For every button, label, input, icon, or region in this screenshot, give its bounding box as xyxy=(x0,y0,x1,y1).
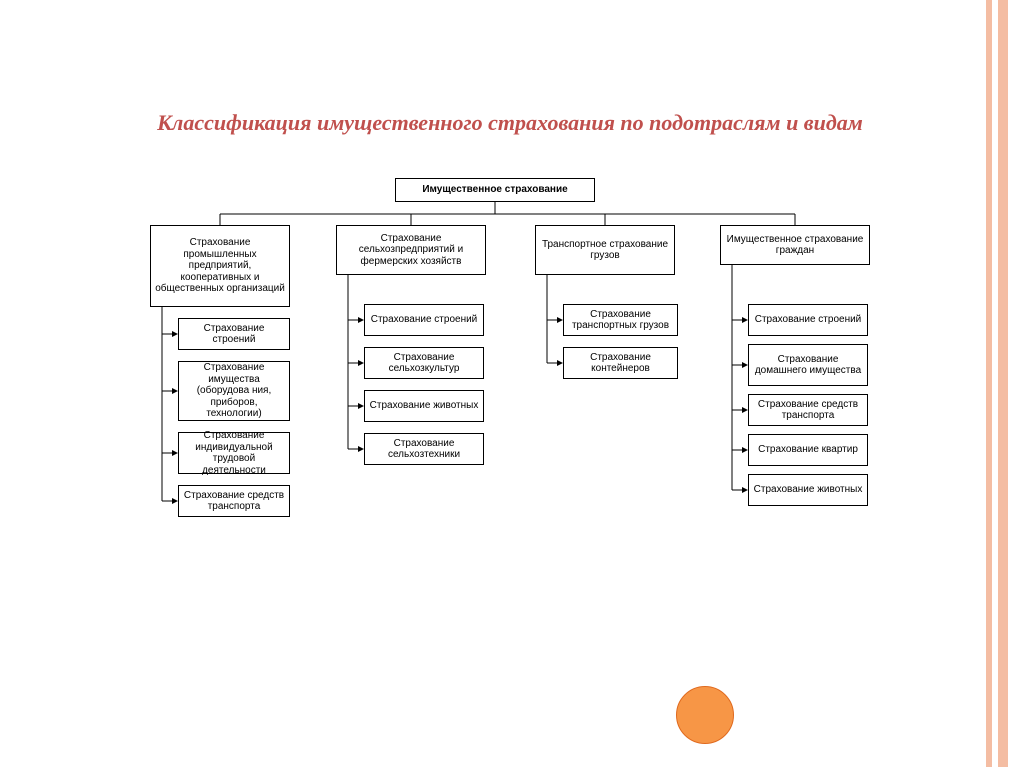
root-box: Имущественное страхование xyxy=(395,178,595,202)
branch-header-0: Страхование промышленных предприятий, ко… xyxy=(150,225,290,307)
slide-title: Классификация имущественного страхования… xyxy=(50,110,970,136)
branch-0-item-2: Страхование индивидуальной трудовой деят… xyxy=(178,432,290,474)
branch-3-item-1: Страхование домашнего имущества xyxy=(748,344,868,386)
branch-header-1: Страхование сельхозпредприятий и фермерс… xyxy=(336,225,486,275)
branch-1-item-3: Страхование сельхозтехники xyxy=(364,433,484,465)
branch-2-item-0: Страхование транспортных грузов xyxy=(563,304,678,336)
branch-3-item-3: Страхование квартир xyxy=(748,434,868,466)
branch-0-item-3: Страхование средств транспорта xyxy=(178,485,290,517)
decorative-circle xyxy=(676,686,734,744)
branch-0-item-1: Страхование имущества (оборудова ния, пр… xyxy=(178,361,290,421)
branch-3-item-0: Страхование строений xyxy=(748,304,868,336)
branch-1-item-1: Страхование сельхозкультур xyxy=(364,347,484,379)
branch-1-item-2: Страхование животных xyxy=(364,390,484,422)
decorative-stripe-outer xyxy=(998,0,1008,767)
decorative-stripe-inner xyxy=(986,0,992,767)
branch-0-item-0: Страхование строений xyxy=(178,318,290,350)
branch-header-2: Транспортное страхование грузов xyxy=(535,225,675,275)
branch-3-item-4: Страхование животных xyxy=(748,474,868,506)
branch-1-item-0: Страхование строений xyxy=(364,304,484,336)
branch-header-3: Имущественное страхование граждан xyxy=(720,225,870,265)
branch-2-item-1: Страхование контейнеров xyxy=(563,347,678,379)
branch-3-item-2: Страхование средств транспорта xyxy=(748,394,868,426)
